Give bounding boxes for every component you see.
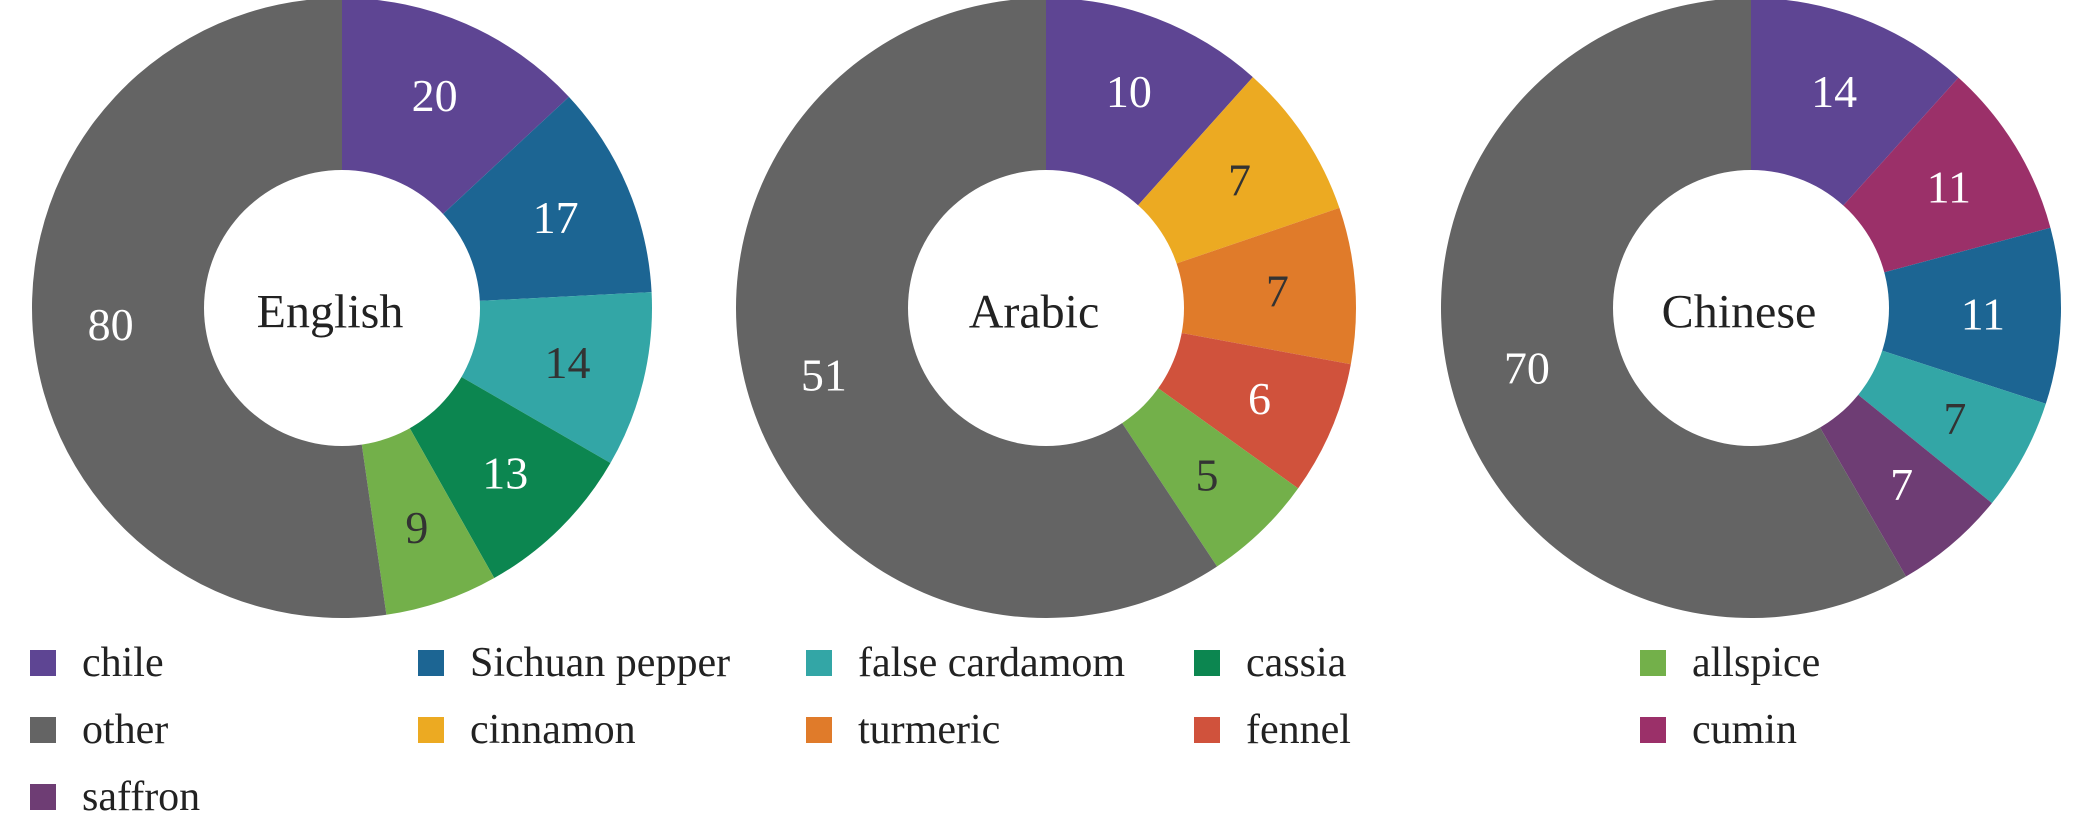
slice-value-label: 70 bbox=[1504, 343, 1550, 394]
slice-value-label: 14 bbox=[545, 337, 591, 388]
legend-item-other: other bbox=[30, 707, 168, 753]
slice-value-label: 7 bbox=[1228, 154, 1251, 205]
donut-hole bbox=[204, 170, 480, 446]
legend-label: cumin bbox=[1692, 707, 1797, 753]
legend: chile Sichuan pepper false cardamom cassia a… bbox=[30, 640, 1820, 820]
slice-value-label: 9 bbox=[405, 502, 428, 553]
slice-value-label: 7 bbox=[1890, 459, 1913, 510]
legend-swatch bbox=[30, 717, 56, 743]
legend-item-fennel: fennel bbox=[1194, 707, 1351, 753]
legend-label: Sichuan pepper bbox=[470, 640, 730, 686]
slice-value-label: 7 bbox=[1943, 393, 1966, 444]
legend-label: turmeric bbox=[858, 707, 1000, 753]
legend-swatch bbox=[1194, 650, 1220, 676]
donut-english: 20 17 14 13 9 80 English bbox=[32, 0, 652, 618]
center-label: Arabic bbox=[969, 286, 1100, 339]
legend-item-chile: chile bbox=[30, 640, 164, 686]
legend-item-turmeric: turmeric bbox=[806, 707, 1000, 753]
slice-value-label: 14 bbox=[1811, 66, 1857, 117]
legend-label: chile bbox=[82, 640, 164, 686]
donut-chinese: 14 11 11 77 70 Chinese bbox=[1441, 0, 2061, 618]
legend-swatch bbox=[806, 650, 832, 676]
legend-label: saffron bbox=[82, 774, 200, 820]
slice-value-label: 5 bbox=[1196, 450, 1219, 501]
legend-swatch bbox=[30, 650, 56, 676]
legend-swatch bbox=[1640, 650, 1666, 676]
slice-value-label: 10 bbox=[1106, 66, 1152, 117]
slice-value-label: 7 bbox=[1266, 266, 1289, 317]
slice-chinese-sichuan-pepper bbox=[1751, 227, 2061, 404]
legend-swatch bbox=[1194, 717, 1220, 743]
slice-value-label: 17 bbox=[533, 192, 579, 243]
slice-value-label: 6 bbox=[1248, 373, 1271, 424]
center-label: Chinese bbox=[1662, 286, 1817, 339]
legend-item-saffron: saffron bbox=[30, 774, 200, 820]
slice-arabic-turmeric bbox=[1046, 207, 1357, 365]
legend-swatch bbox=[806, 717, 832, 743]
slice-value-label: 11 bbox=[1927, 161, 1971, 212]
legend-swatch bbox=[1640, 717, 1666, 743]
legend-item-allspice: allspice bbox=[1640, 640, 1820, 686]
legend-item-cinnamon: cinnamon bbox=[418, 707, 636, 753]
slice-value-label: 51 bbox=[801, 349, 847, 400]
legend-label: fennel bbox=[1246, 707, 1351, 753]
legend-item-false-cardamom: false cardamom bbox=[806, 640, 1125, 686]
legend-label: cinnamon bbox=[470, 707, 636, 753]
donut-hole bbox=[1613, 170, 1889, 446]
legend-item-cassia: cassia bbox=[1194, 640, 1347, 686]
legend-swatch bbox=[418, 717, 444, 743]
legend-swatch bbox=[418, 650, 444, 676]
legend-label: other bbox=[82, 707, 168, 753]
slice-value-label: 20 bbox=[412, 70, 458, 121]
slice-value-label: 80 bbox=[88, 299, 134, 350]
legend-swatch bbox=[30, 784, 56, 810]
legend-item-cumin: cumin bbox=[1640, 707, 1797, 753]
slice-value-label: 13 bbox=[482, 447, 528, 498]
donut-arabic: 10 7 7 65 51 Arabic bbox=[736, 0, 1357, 618]
slice-value-label: 11 bbox=[1961, 289, 2005, 340]
legend-label: cassia bbox=[1246, 640, 1347, 686]
legend-item-sichuan-pepper: Sichuan pepper bbox=[418, 640, 730, 686]
legend-label: allspice bbox=[1692, 640, 1820, 686]
legend-label: false cardamom bbox=[858, 640, 1125, 686]
donut-hole bbox=[908, 170, 1184, 446]
center-label: English bbox=[257, 286, 404, 339]
